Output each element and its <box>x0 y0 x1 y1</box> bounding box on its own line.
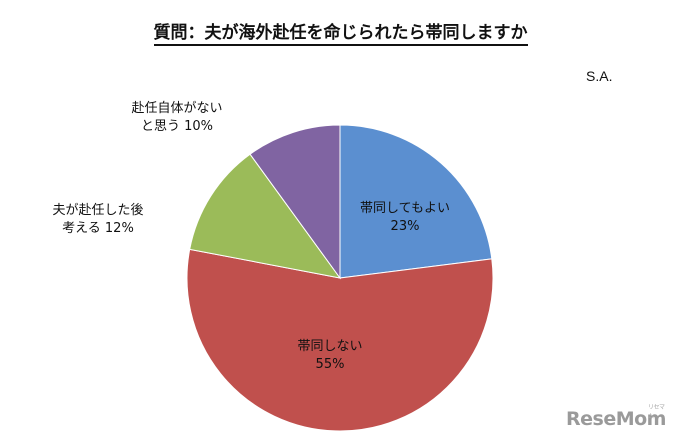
slice-label-0: 帯同してもよい 23% <box>360 201 450 234</box>
pie-slice-3 <box>249 124 341 280</box>
pie-slice-2 <box>189 153 342 279</box>
slice-value-1: 55% <box>316 357 345 372</box>
resemom-logo: ReseMom リセマム <box>566 404 666 430</box>
chart-title: 質問：夫が海外赴任を命じられたら帯同しますか <box>0 18 681 46</box>
answer-type-note: S.A. <box>586 68 613 84</box>
slice-label-2: 夫が赴任した後考える 12% <box>52 203 143 236</box>
slice-value-0: 23% <box>391 219 420 234</box>
pie-slice-1 <box>186 248 494 432</box>
slice-label-1: 帯同しない 55% <box>297 339 362 372</box>
pie-slice-0 <box>339 124 493 279</box>
slice-label-3: 赴任自体がないと思う 10% <box>131 101 222 134</box>
